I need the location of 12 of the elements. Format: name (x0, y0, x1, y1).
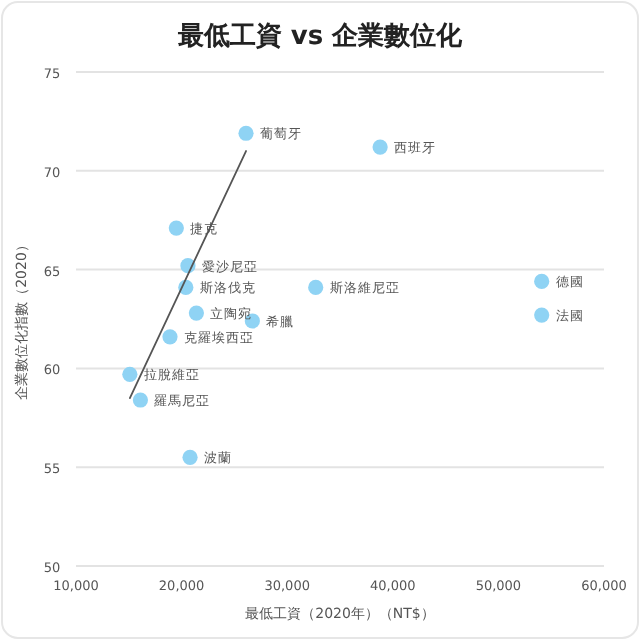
point (182, 449, 198, 465)
point (534, 273, 550, 290)
point (372, 139, 388, 155)
point (162, 329, 178, 345)
chart-title: 最低工資 vs 企業數位化 (175, 22, 465, 52)
point (122, 366, 138, 382)
point (534, 307, 550, 323)
point (188, 305, 204, 321)
point (238, 125, 254, 141)
point (308, 279, 324, 295)
point (132, 392, 149, 408)
point (168, 220, 184, 236)
